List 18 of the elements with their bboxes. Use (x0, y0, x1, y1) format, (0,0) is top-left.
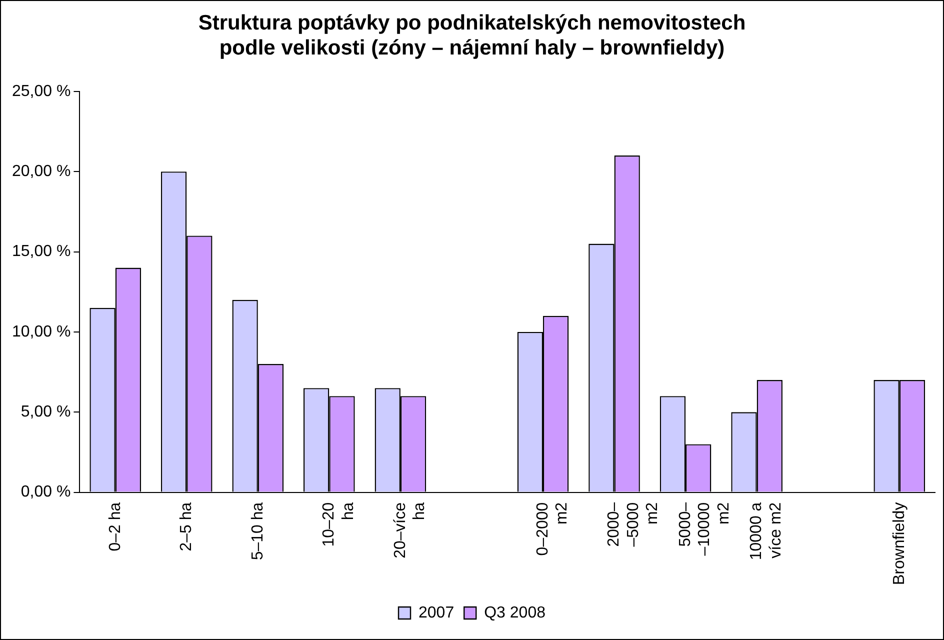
chart-title: Struktura poptávky po podnikatelských nemovitostech podle velikosti (zóny – nájemní haly – brownfieldy) (198, 11, 746, 60)
y-tick-label: 25,00 % (12, 82, 71, 100)
legend-label: Q3 2008 (484, 604, 546, 622)
y-tick-label: 0,00 % (20, 484, 71, 501)
x-tick-label: 0–2000 m2 (534, 502, 571, 556)
x-tick-label: 2–5 ha (178, 502, 196, 552)
y-tick-label: 10,00 % (12, 323, 71, 340)
x-tick-label: 10–20 ha (320, 502, 357, 547)
x-tick-label: 2000– –5000 m2 (606, 502, 662, 547)
y-tick-label: 5,00 % (20, 404, 71, 421)
x-tick-label: 5–10 ha (249, 502, 266, 560)
x-tick-label: 0–2 ha (106, 502, 124, 552)
x-tick-label: 20–více ha (392, 502, 428, 558)
x-tick-label: 5000– –10000 m2 (676, 502, 732, 556)
y-tick-label: 20,00 % (12, 162, 71, 180)
y-tick-label: 15,00 % (12, 243, 71, 260)
x-tick-label: Brownfieldy (890, 502, 908, 585)
legend-label: 2007 (418, 604, 454, 622)
